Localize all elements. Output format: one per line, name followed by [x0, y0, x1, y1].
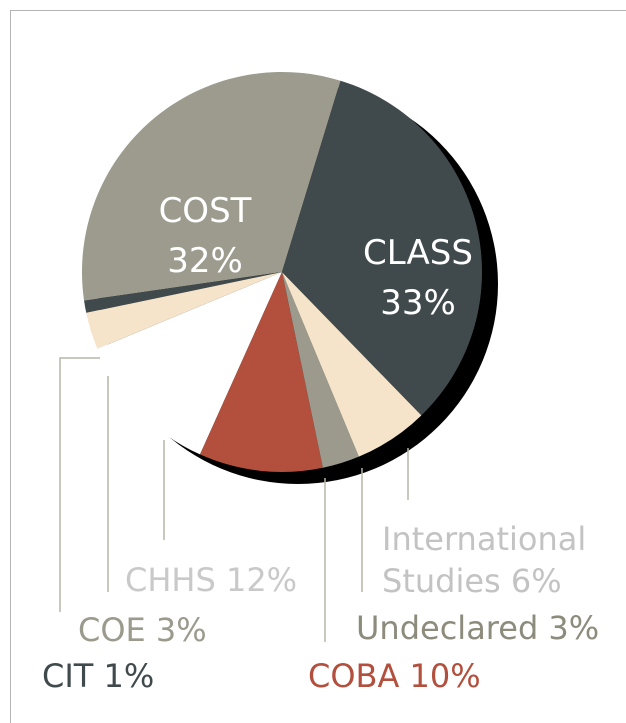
- pie-slice: [282, 272, 422, 457]
- leader-lines: [59, 357, 409, 642]
- category-label: CLASS: [363, 233, 473, 273]
- category-label: International Studies: [382, 520, 587, 600]
- frame: [10, 10, 626, 723]
- pie-slice: [86, 272, 282, 349]
- category-label: COBA: [308, 657, 400, 695]
- category-label: COST: [158, 191, 252, 231]
- slice-label: Undeclared 3%: [356, 608, 599, 648]
- value-label: 3%: [548, 609, 600, 647]
- pie-slice: [282, 80, 482, 416]
- pie-slice: [84, 272, 282, 313]
- pie-slice: [97, 272, 282, 455]
- slice-label: CHHS 12%: [125, 560, 297, 600]
- value-label: 6%: [510, 562, 562, 600]
- pie-slice: [282, 272, 359, 468]
- value-label: 10%: [409, 657, 481, 695]
- slice-label: International Studies 6%: [382, 518, 612, 602]
- category-label: Undeclared: [356, 609, 539, 647]
- category-label: CHHS: [125, 561, 216, 599]
- value-label: 1%: [103, 657, 155, 695]
- slice-label: CLASS 33%: [318, 228, 518, 328]
- slice-label: COST 32%: [105, 186, 305, 286]
- value-label: 32%: [167, 241, 243, 281]
- value-label: 3%: [155, 611, 207, 649]
- pie-slice: [200, 272, 323, 472]
- slice-label: COE 3%: [78, 610, 207, 650]
- pie-slice: [82, 71, 341, 301]
- category-label: CIT: [42, 657, 94, 695]
- slice-label: COBA 10%: [308, 656, 481, 696]
- category-label: COE: [78, 611, 146, 649]
- slice-label: CIT 1%: [42, 656, 154, 696]
- leader-line: [59, 357, 100, 612]
- value-label: 33%: [380, 283, 456, 323]
- value-label: 12%: [225, 561, 298, 599]
